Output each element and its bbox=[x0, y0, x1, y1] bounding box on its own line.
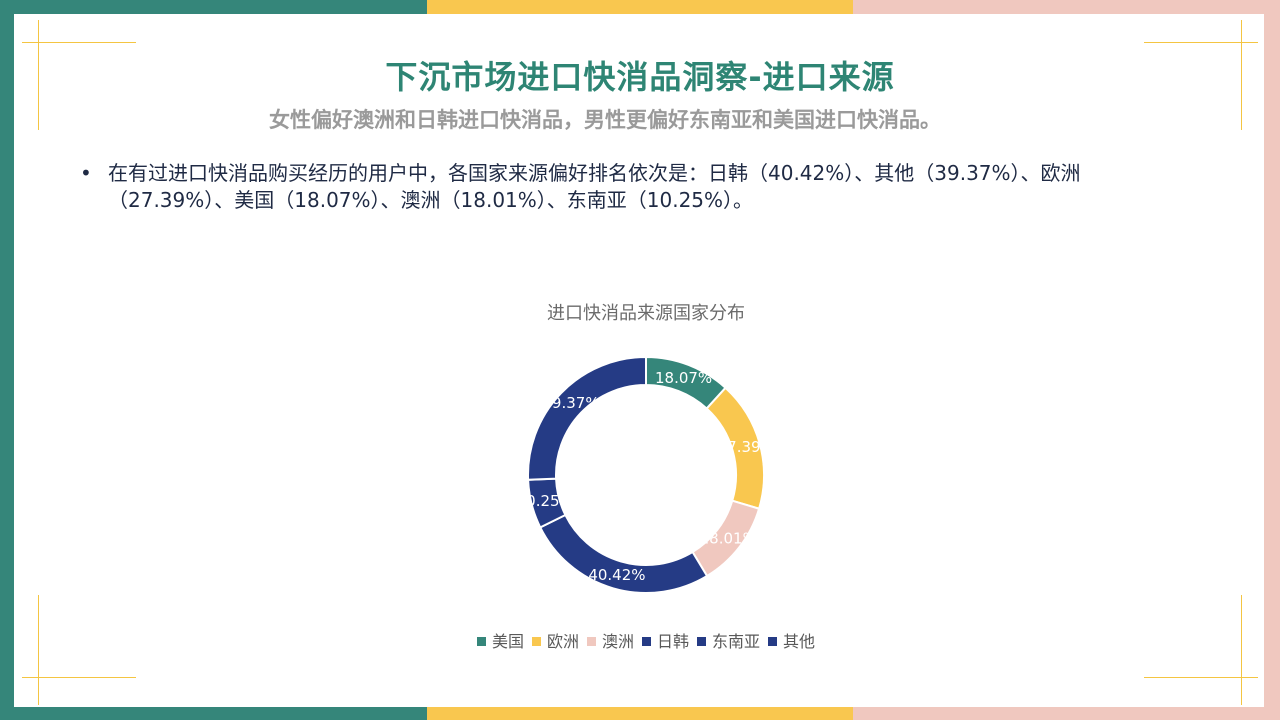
slice-value-label-5: 39.37% bbox=[542, 394, 599, 412]
legend-swatch bbox=[476, 637, 486, 646]
frame-bottom-pink bbox=[853, 707, 1280, 720]
page-title: 下沉市场进口快消品洞察-进口来源 bbox=[385, 58, 895, 96]
frame-top-pink bbox=[853, 0, 1280, 14]
slice-value-label-1: 27.39% bbox=[718, 438, 775, 456]
frame-top-teal bbox=[0, 0, 427, 14]
chart-title: 进口快消品来源国家分布 bbox=[547, 303, 745, 324]
chart-legend: 美国 欧洲 澳洲 日韩 东南亚 其他 bbox=[0, 628, 1280, 652]
frame-top-yellow bbox=[427, 0, 853, 14]
legend-label: 其他 bbox=[783, 632, 816, 651]
legend-swatch bbox=[768, 637, 778, 646]
corner-ornament-tr-v bbox=[1241, 20, 1242, 130]
legend-swatch bbox=[531, 637, 541, 646]
legend-label: 澳洲 bbox=[601, 632, 634, 651]
corner-ornament-bl-h bbox=[22, 677, 136, 678]
corner-ornament-br-h bbox=[1144, 677, 1258, 678]
bullet-text: 在有过进口快消品购买经历的用户中，各国家来源偏好排名依次是：日韩（40.42%）… bbox=[108, 161, 1081, 212]
legend-item[interactable]: 澳洲 bbox=[586, 628, 634, 652]
bullet-marker: • bbox=[80, 161, 92, 185]
legend-item[interactable]: 其他 bbox=[768, 628, 815, 652]
legend-label: 欧洲 bbox=[546, 632, 579, 651]
donut-slice-5 bbox=[527, 355, 647, 481]
corner-ornament-tl-h bbox=[22, 42, 136, 43]
frame-bottom-teal bbox=[0, 707, 427, 720]
slice-value-label-3: 40.42% bbox=[588, 566, 645, 584]
legend-label: 日韩 bbox=[657, 632, 690, 651]
legend-label: 东南亚 bbox=[712, 632, 761, 651]
legend-item[interactable]: 美国 bbox=[476, 628, 524, 652]
corner-ornament-br-v bbox=[1241, 595, 1242, 705]
legend-item[interactable]: 东南亚 bbox=[697, 628, 760, 652]
page-subtitle: 女性偏好澳洲和日韩进口快消品，男性更偏好东南亚和美国进口快消品。 bbox=[269, 108, 941, 132]
frame-left-bar bbox=[0, 0, 14, 720]
corner-ornament-tl-v bbox=[38, 20, 39, 130]
legend-swatch bbox=[586, 637, 596, 646]
slice-value-label-0: 18.07% bbox=[655, 369, 712, 387]
corner-ornament-tr-h bbox=[1144, 42, 1258, 43]
slice-value-label-4: 10.25% bbox=[517, 492, 574, 510]
legend-swatch bbox=[642, 637, 651, 646]
donut-chart: 18.07% 27.39% 18.01% 40.42% 10.25% 39.37% bbox=[517, 355, 775, 594]
frame-right-bar bbox=[1264, 0, 1280, 720]
legend-item[interactable]: 日韩 bbox=[642, 628, 689, 652]
legend-label: 美国 bbox=[491, 632, 524, 651]
corner-ornament-bl-v bbox=[38, 595, 39, 705]
legend-item[interactable]: 欧洲 bbox=[531, 628, 579, 652]
frame-bottom-yellow bbox=[427, 707, 853, 720]
legend-swatch bbox=[697, 637, 707, 646]
slice-value-label-2: 18.01% bbox=[700, 530, 757, 548]
